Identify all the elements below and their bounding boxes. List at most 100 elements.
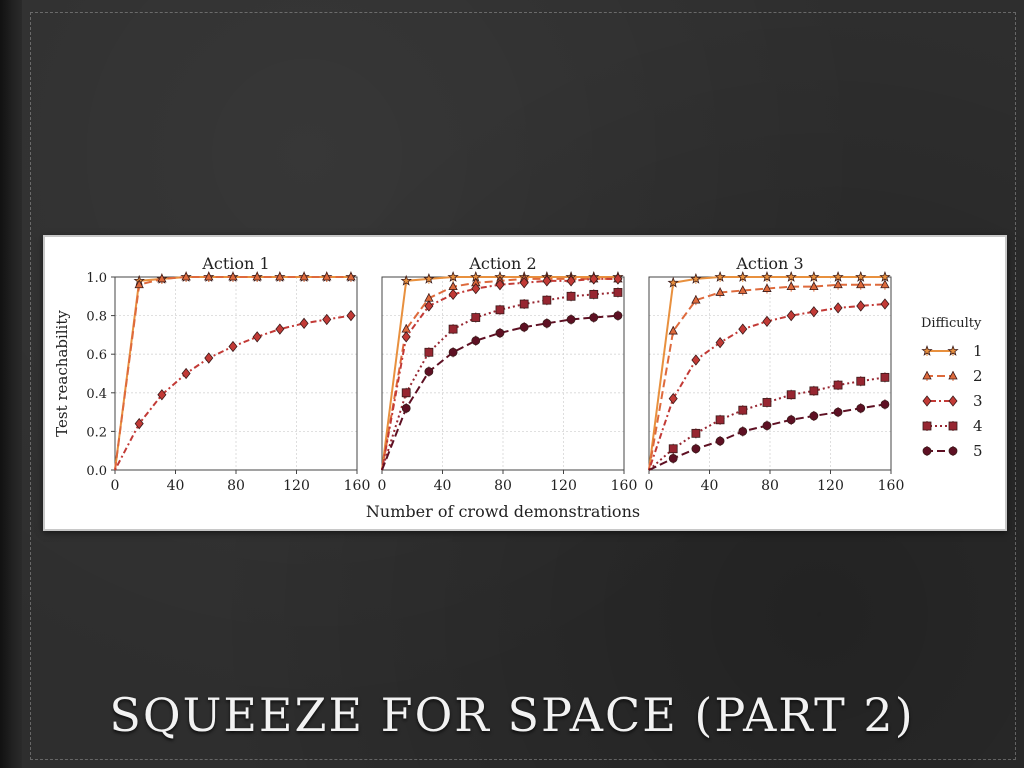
data-point: [613, 273, 623, 285]
x-tick-label: 160: [344, 478, 371, 494]
data-point: [715, 415, 725, 425]
legend-marker: [948, 421, 958, 431]
data-point: [809, 306, 819, 318]
data-point: [738, 323, 748, 335]
data-point: [762, 421, 772, 431]
data-point: [252, 271, 262, 281]
series-line: [648, 303, 886, 471]
data-point: [542, 295, 552, 305]
data-point: [157, 273, 167, 283]
legend-title: Difficulty: [921, 316, 982, 331]
x-axis-label: Number of crowd demonstrations: [366, 502, 640, 521]
data-point: [495, 305, 505, 315]
data-point: [471, 282, 481, 295]
data-point: [401, 388, 411, 398]
data-point: [856, 300, 866, 312]
x-tick-label: 120: [550, 478, 577, 494]
data-point: [880, 298, 890, 310]
data-point: [856, 403, 866, 413]
data-point: [833, 279, 843, 289]
data-point: [833, 380, 843, 390]
data-point: [809, 411, 819, 421]
data-point: [228, 271, 238, 281]
data-point: [424, 367, 434, 376]
data-point: [566, 315, 576, 324]
data-point: [880, 372, 890, 382]
data-point: [495, 279, 505, 291]
data-point: [566, 291, 576, 301]
data-point: [667, 276, 679, 288]
data-point: [809, 386, 819, 396]
data-point: [448, 288, 458, 301]
data-point: [668, 325, 678, 335]
data-point: [542, 275, 552, 287]
data-point: [786, 281, 796, 291]
data-point: [542, 318, 552, 328]
data-point: [738, 285, 748, 294]
x-tick-label: 40: [701, 478, 719, 494]
slide-edge-shadow: [0, 0, 22, 768]
legend-marker: [947, 345, 959, 356]
data-point: [299, 317, 309, 329]
series-line: [381, 291, 619, 471]
legend-label: 3: [973, 392, 983, 410]
x-tick-label: 0: [645, 478, 654, 494]
data-point: [690, 272, 702, 284]
y-tick-label: 0.2: [86, 425, 107, 440]
series-line: [114, 276, 351, 471]
series-line: [648, 376, 886, 471]
data-point: [668, 454, 678, 463]
data-point: [423, 272, 435, 284]
series-line: [648, 283, 885, 471]
data-point: [401, 403, 411, 413]
legend-label: 4: [973, 417, 983, 435]
data-point: [738, 426, 748, 436]
data-point: [880, 279, 890, 289]
x-tick-label: 80: [227, 478, 245, 494]
data-point: [833, 407, 843, 417]
data-point: [471, 336, 481, 346]
data-point: [808, 271, 820, 282]
x-tick-label: 120: [283, 478, 310, 494]
data-point: [400, 274, 412, 286]
data-point: [157, 389, 167, 401]
legend-label: 2: [973, 367, 983, 385]
series-line: [114, 276, 351, 471]
data-point: [786, 415, 796, 425]
y-tick-label: 0.4: [86, 387, 107, 402]
x-tick-label: 40: [434, 478, 452, 494]
data-point: [424, 300, 434, 312]
data-point: [762, 398, 772, 407]
data-point: [181, 271, 191, 281]
y-axis-label: Test reachability: [53, 310, 71, 437]
data-point: [181, 367, 191, 380]
x-tick-label: 80: [761, 478, 779, 494]
slide-title: SQUEEZE FOR SPACE (PART 2): [109, 688, 915, 742]
data-point: [204, 352, 214, 364]
data-point: [668, 392, 678, 405]
data-point: [519, 299, 529, 309]
data-point: [448, 324, 458, 334]
data-point: [519, 322, 529, 332]
data-point: [448, 347, 458, 357]
data-point: [691, 354, 701, 366]
data-point: [715, 287, 725, 296]
legend-marker: [948, 446, 958, 456]
data-point: [856, 279, 866, 289]
data-point: [519, 277, 529, 289]
data-point: [668, 444, 678, 454]
legend-marker: [922, 370, 932, 380]
legend-marker: [948, 395, 958, 407]
x-tick-label: 0: [378, 478, 387, 494]
data-point: [322, 271, 332, 281]
data-point: [880, 399, 890, 409]
y-tick-label: 1.0: [86, 271, 107, 286]
data-point: [495, 328, 505, 338]
data-point: [715, 436, 725, 446]
data-point: [832, 271, 844, 282]
x-tick-label: 80: [494, 478, 512, 494]
data-point: [879, 271, 891, 282]
x-tick-label: 160: [611, 478, 638, 494]
data-point: [613, 288, 623, 297]
